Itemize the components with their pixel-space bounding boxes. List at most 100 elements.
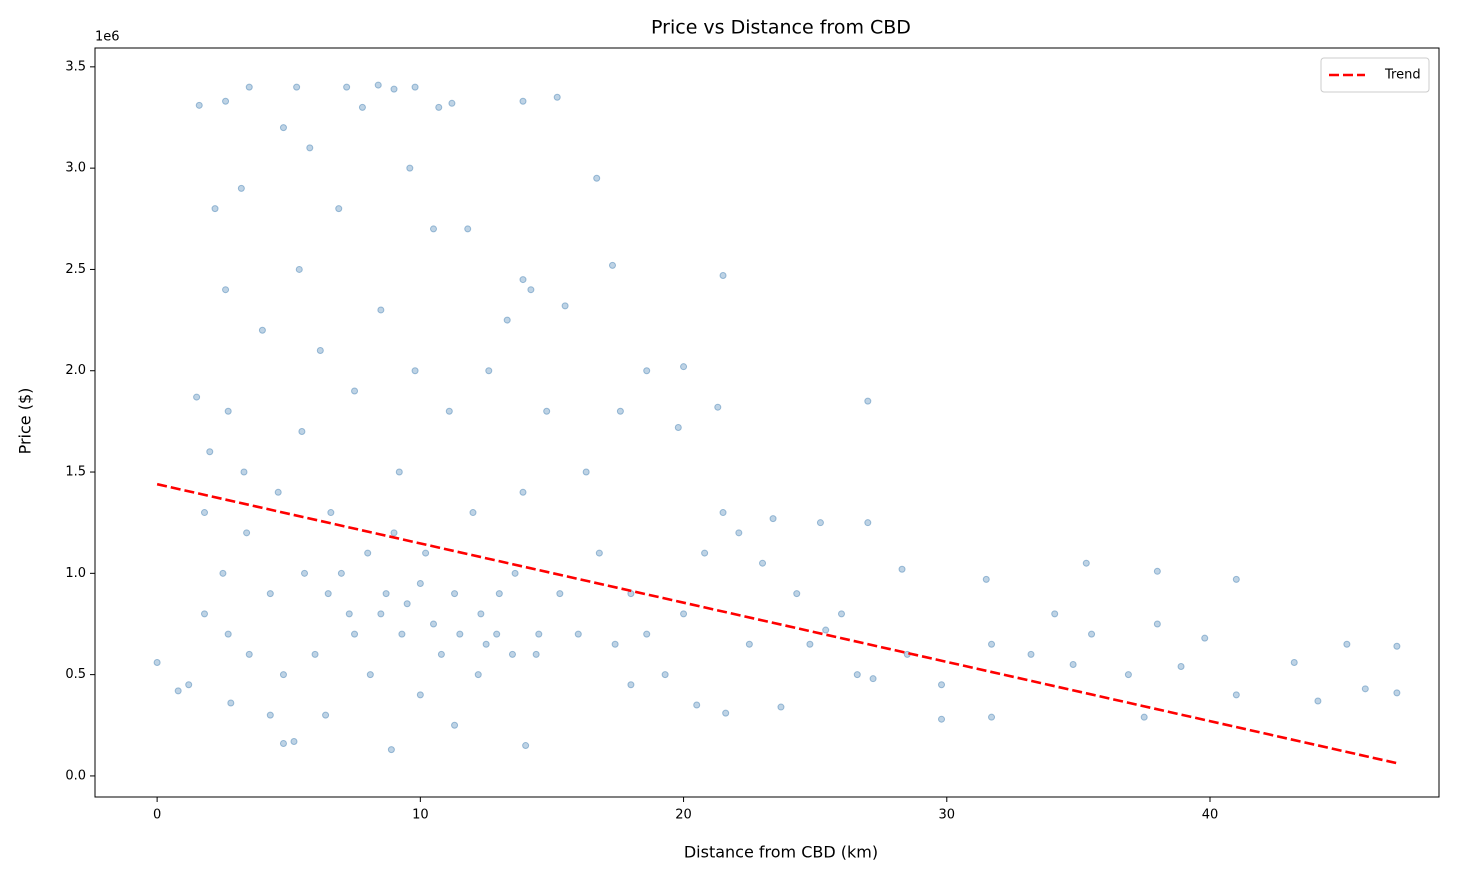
scatter-point [298,428,306,436]
scatter-point [719,272,727,280]
scatter-point [335,205,343,213]
scatter-point [227,699,235,707]
scatter-point [864,397,872,405]
scatter-point [759,559,767,567]
chart-title: Price vs Distance from CBD [651,17,911,39]
scatter-point [853,671,861,679]
scatter-point [195,101,203,109]
scatter-point [351,387,359,395]
y-tick-label: 1.0 [65,566,86,581]
y-tick-label: 3.0 [65,161,86,176]
scatter-point [837,610,845,618]
scatter-point [1140,713,1148,721]
scatter-point [266,711,274,719]
scatter-point [245,650,253,658]
x-tick-label: 30 [939,808,956,823]
scatter-point [582,468,590,476]
scatter-point [387,746,395,754]
scatter-point [274,488,282,496]
scatter-point [674,423,682,431]
scatter-point [735,529,743,537]
scatter-point [1082,559,1090,567]
scatter-point [1232,691,1240,699]
scatter-point [519,97,527,105]
scatter-point [522,742,530,750]
scatter-point [561,302,569,310]
scatter-point [301,569,309,577]
scatter-point [430,225,438,233]
scatter-point [469,509,477,517]
scatter-point [377,306,385,314]
scatter-point [403,600,411,608]
scatter-point [519,276,527,284]
y-tick-label: 1.5 [65,465,86,480]
scatter-point [1153,567,1161,575]
scatter-point [411,367,419,375]
scatter-point [174,687,182,695]
scatter-point [938,681,946,689]
scatter-point [193,393,201,401]
scatter-point [237,184,245,192]
scatter-point [322,711,330,719]
scatter-point [430,620,438,628]
scatter-point [477,610,485,618]
scatter-point [1290,658,1298,666]
scatter-point [153,658,161,666]
scatter-point [769,515,777,523]
scatter-point [493,630,501,638]
scatter-point [1177,663,1185,671]
scatter-point [988,713,996,721]
scatter-point [806,640,814,648]
scatter-point [1393,642,1401,650]
scatter-point [627,681,635,689]
scatter-point [366,671,374,679]
scatter-point [643,630,651,638]
scatter-point [185,681,193,689]
plot-area [153,81,1401,766]
scatter-point [311,650,319,658]
scatter-point [611,640,619,648]
scatter-point [324,590,332,598]
scatter-point [435,103,443,111]
scatter-point [364,549,372,557]
scatter-point [898,565,906,573]
scatter-point [279,124,287,132]
scatter-point [411,83,419,91]
scatter-point [745,640,753,648]
x-tick-label: 40 [1202,808,1219,823]
scatter-point [377,610,385,618]
scatter-point [1153,620,1161,628]
scatter-point [982,575,990,583]
scatter-point [351,630,359,638]
scatter-point [532,650,540,658]
scatter-point [938,715,946,723]
scatter-point [222,286,230,294]
scatter-point [535,630,543,638]
scatter-point [519,488,527,496]
scatter-point [680,363,688,371]
scatter-point [643,367,651,375]
scatter-point [219,569,227,577]
x-axis-label: Distance from CBD (km) [684,843,878,862]
scatter-point [416,579,424,587]
scatter-point [556,590,564,598]
scatter-point [258,326,266,334]
scatter-point [822,626,830,634]
scatter-point [527,286,535,294]
scatter-point [693,701,701,709]
x-tick-label: 0 [153,808,161,823]
y-tick-label: 0.0 [65,768,86,783]
scatter-point [1069,661,1077,669]
scatter-point [224,630,232,638]
scatter-point [503,316,511,324]
scatter-point [616,407,624,415]
scatter-point [680,610,688,618]
scatter-point [456,630,464,638]
scatter-point [1027,650,1035,658]
scatter-point [316,346,324,354]
scatter-point [1393,689,1401,697]
scatter-point [777,703,785,711]
scatter-point [398,630,406,638]
scatter-point [374,81,382,89]
scatter-point [382,590,390,598]
